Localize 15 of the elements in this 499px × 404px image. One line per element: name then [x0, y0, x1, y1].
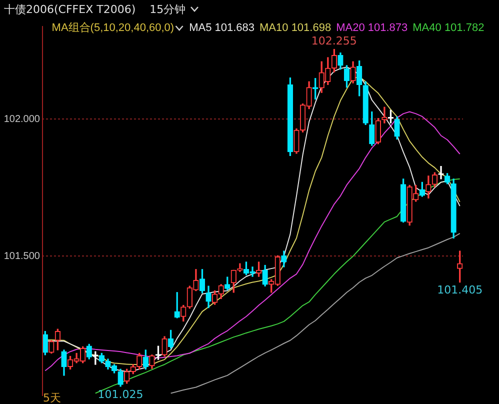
text: MA5 101.683	[189, 22, 255, 34]
annotation: 101.405	[437, 284, 483, 297]
chart-subtitle: 15分钟	[150, 2, 186, 16]
text: MA10 101.698	[260, 22, 332, 34]
candlestick	[438, 166, 444, 180]
chart-title: 十债2006(CFFEX T2006)	[4, 2, 136, 16]
y-tick-label: 102.000	[4, 114, 40, 125]
annotation: 5天	[43, 391, 61, 404]
text: MA20 101.873	[336, 22, 408, 34]
text: MA40 101.782	[412, 22, 484, 34]
annotation: 101.025	[98, 388, 144, 401]
legend-title: MA组合(5,10,20,40,60,0)	[52, 21, 174, 35]
candlestick	[382, 106, 388, 124]
y-tick-label: 101.500	[4, 250, 40, 262]
annotation: 102.255	[311, 34, 357, 48]
